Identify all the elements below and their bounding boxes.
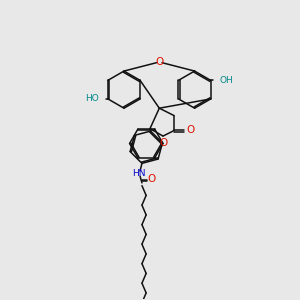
Text: HO: HO: [85, 94, 99, 103]
Text: O: O: [186, 125, 194, 136]
Text: OH: OH: [220, 76, 234, 85]
Text: O: O: [155, 57, 164, 67]
Text: O: O: [160, 138, 168, 148]
Text: O: O: [147, 174, 155, 184]
Text: HN: HN: [132, 169, 146, 178]
